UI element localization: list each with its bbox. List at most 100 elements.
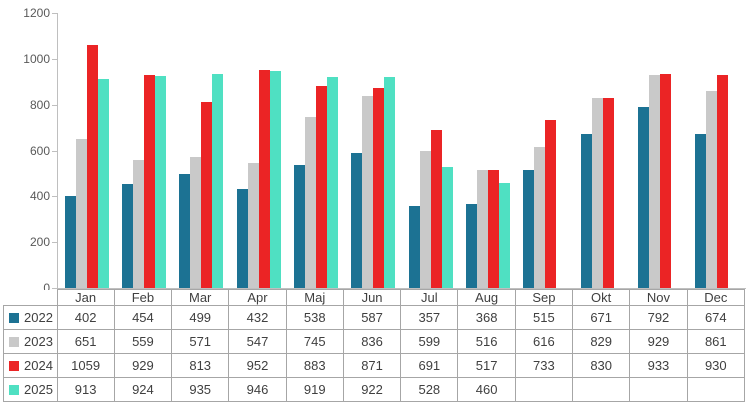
value-cell-2024-sep: 733 bbox=[514, 353, 574, 378]
value-cell-2025-dec bbox=[686, 377, 746, 402]
year-label: 2025 bbox=[24, 382, 53, 397]
legend-swatch-2023 bbox=[9, 337, 19, 347]
value-cell-2025-aug: 460 bbox=[457, 377, 516, 402]
y-axis-tick bbox=[52, 58, 57, 60]
value-cell-2025-feb: 924 bbox=[113, 377, 173, 402]
legend-year-cell-2023: 2023 bbox=[3, 329, 58, 354]
bar-groups bbox=[58, 13, 746, 288]
value-cell-2025-maj: 919 bbox=[285, 377, 344, 402]
value-cell-2025-sep bbox=[514, 377, 574, 402]
value-cell-2024-dec: 930 bbox=[686, 353, 746, 378]
bar-2022-maj bbox=[293, 164, 305, 288]
y-axis-label: 0 bbox=[43, 281, 50, 295]
data-table: Jan Feb Mar Apr Maj Jun Jul Aug Sep Okt Nov Dec 202… bbox=[3, 289, 746, 402]
value-cell-2023-dec: 861 bbox=[686, 329, 746, 354]
value-cell-2023-mar: 571 bbox=[171, 329, 230, 354]
bar-chart: 0 200 400 600 800 1000 1200 bbox=[23, 6, 746, 295]
bar-group-maj bbox=[287, 13, 344, 288]
bar-2025-apr bbox=[269, 71, 281, 288]
value-cell-2024-mar: 813 bbox=[171, 353, 230, 378]
bar-2025-feb bbox=[154, 76, 166, 288]
bar-2024-feb bbox=[143, 75, 155, 288]
month-header-dec: Dec bbox=[686, 289, 746, 306]
bar-2022-okt bbox=[580, 134, 592, 288]
y-axis-label: 400 bbox=[29, 189, 50, 204]
bar-group-feb bbox=[115, 13, 172, 288]
y-axis-tick bbox=[52, 242, 57, 244]
value-cell-2022-aug: 368 bbox=[457, 305, 516, 330]
value-cell-2023-jan: 651 bbox=[56, 329, 115, 354]
bar-2025-maj bbox=[326, 77, 338, 288]
legend-year-cell-2025: 2025 bbox=[3, 377, 58, 402]
bar-2023-jun bbox=[362, 96, 374, 288]
bar-2023-dec bbox=[706, 90, 718, 288]
bar-group-dec bbox=[689, 13, 746, 288]
year-label: 2024 bbox=[24, 358, 53, 373]
value-cell-2024-apr: 952 bbox=[228, 353, 287, 378]
bar-2023-maj bbox=[304, 117, 316, 288]
year-label: 2022 bbox=[24, 310, 53, 325]
month-header-jan: Jan bbox=[56, 289, 115, 306]
bar-group-okt bbox=[574, 13, 631, 288]
value-cell-2022-dec: 674 bbox=[686, 305, 746, 330]
legend-year-cell-2022: 2022 bbox=[3, 305, 58, 330]
value-cell-2024-feb: 929 bbox=[113, 353, 173, 378]
month-header-feb: Feb bbox=[113, 289, 173, 306]
value-cell-2022-apr: 432 bbox=[228, 305, 287, 330]
month-header-jul: Jul bbox=[400, 289, 459, 306]
value-cell-2024-okt: 830 bbox=[572, 353, 631, 378]
month-header-mar: Mar bbox=[171, 289, 230, 306]
bar-group-jul bbox=[402, 13, 459, 288]
month-header-aug: Aug bbox=[457, 289, 516, 306]
value-cell-2023-jul: 599 bbox=[400, 329, 459, 354]
y-axis-tick bbox=[52, 104, 57, 106]
bar-2022-apr bbox=[236, 189, 248, 288]
bar-2024-nov bbox=[659, 74, 671, 288]
value-cell-2023-feb: 559 bbox=[113, 329, 173, 354]
bar-2024-mar bbox=[201, 101, 213, 288]
bar-group-mar bbox=[173, 13, 230, 288]
bar-2023-jul bbox=[419, 150, 431, 288]
bar-2024-aug bbox=[487, 169, 499, 288]
bar-group-nov bbox=[631, 13, 688, 288]
value-cell-2023-maj: 745 bbox=[285, 329, 344, 354]
value-cell-2022-jul: 357 bbox=[400, 305, 459, 330]
month-header-nov: Nov bbox=[629, 289, 688, 306]
bar-2023-jan bbox=[75, 138, 87, 288]
bar-2024-sep bbox=[545, 120, 557, 288]
legend-swatch-2025 bbox=[9, 385, 19, 395]
legend-swatch-2022 bbox=[9, 313, 19, 323]
y-axis-label: 1200 bbox=[23, 6, 50, 20]
month-header-maj: Maj bbox=[285, 289, 344, 306]
value-cell-2024-aug: 517 bbox=[457, 353, 516, 378]
month-header-sep: Sep bbox=[514, 289, 574, 306]
value-cell-2023-jun: 836 bbox=[342, 329, 402, 354]
bar-2023-aug bbox=[476, 169, 488, 288]
plot-area bbox=[57, 13, 746, 289]
bar-2022-jul bbox=[408, 206, 420, 288]
bar-2022-nov bbox=[637, 106, 649, 288]
bar-2022-sep bbox=[523, 169, 535, 288]
bar-2022-jun bbox=[351, 153, 363, 288]
value-cell-2022-okt: 671 bbox=[572, 305, 631, 330]
bar-2024-dec bbox=[717, 74, 729, 288]
value-cell-2023-sep: 616 bbox=[514, 329, 574, 354]
bar-2025-jun bbox=[384, 76, 396, 288]
bar-group-jan bbox=[58, 13, 115, 288]
y-axis-label: 200 bbox=[29, 235, 50, 250]
table-row-2022: 2022 402 454 499 432 538 587 357 368 515 671 792 674 bbox=[3, 305, 746, 330]
bar-2023-mar bbox=[190, 157, 202, 288]
value-cell-2024-nov: 933 bbox=[629, 353, 688, 378]
month-header-okt: Okt bbox=[572, 289, 631, 306]
value-cell-2025-jun: 922 bbox=[342, 377, 402, 402]
value-cell-2025-apr: 946 bbox=[228, 377, 287, 402]
bar-2023-apr bbox=[247, 162, 259, 288]
bar-2022-aug bbox=[465, 203, 477, 288]
bar-2022-mar bbox=[179, 173, 191, 288]
corner-blank-cell bbox=[3, 289, 57, 306]
y-axis-label: 800 bbox=[29, 97, 50, 112]
value-cell-2024-jun: 871 bbox=[342, 353, 402, 378]
y-axis-tick bbox=[52, 196, 57, 198]
table-row-2025: 2025 913 924 935 946 919 922 528 460 bbox=[3, 377, 746, 402]
